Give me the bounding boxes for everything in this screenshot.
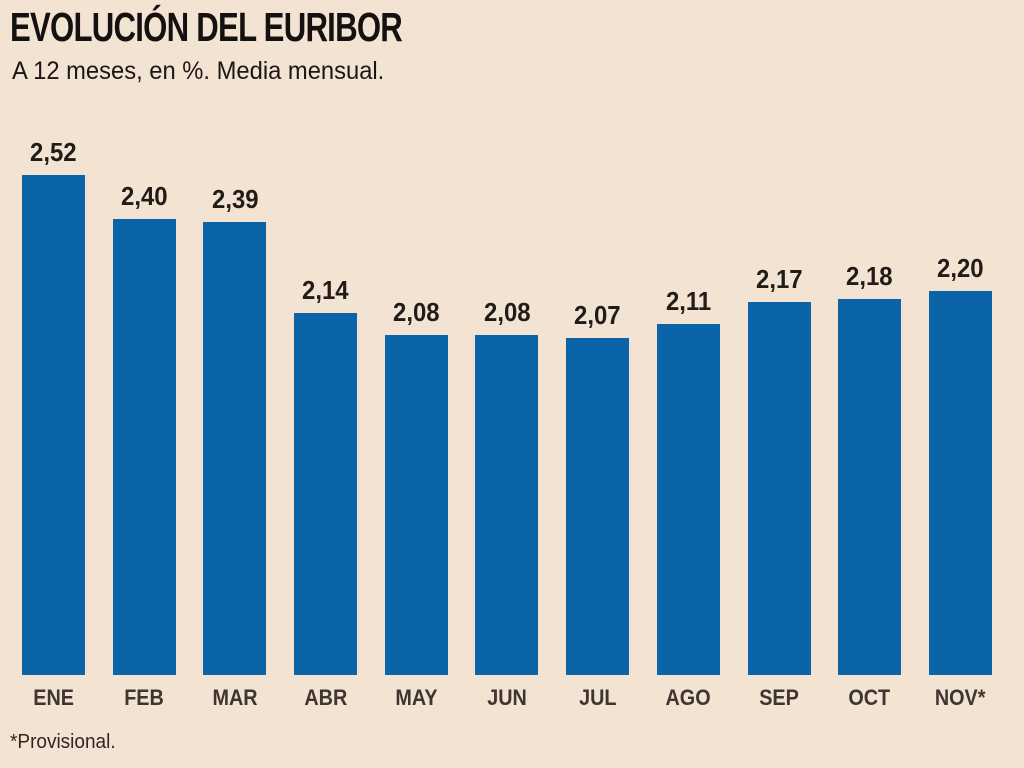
month-label: MAY: [395, 684, 438, 710]
bar-column: 2,08 JUN: [475, 135, 539, 720]
month-box: SEP: [748, 675, 811, 720]
bar-value-label: 2,40: [120, 181, 168, 211]
month-box: JUL: [566, 675, 629, 720]
month-box: JUN: [475, 675, 538, 720]
bar: [475, 335, 539, 675]
bar: [747, 302, 811, 675]
bar-column: 2,07 JUL: [566, 135, 630, 720]
month-label: NOV*: [935, 684, 986, 710]
bar-column: 2,52 ENE: [22, 135, 85, 720]
bar: [22, 175, 85, 675]
bar-value-label: 2,07: [574, 300, 621, 330]
bar-value-label: 2,52: [30, 137, 77, 167]
bar-value-label: 2,14: [302, 275, 349, 305]
bar: [838, 299, 902, 675]
month-label: OCT: [848, 684, 891, 710]
bar-value-label: 2,08: [392, 297, 440, 327]
month-label: MAR: [212, 684, 258, 710]
month-box: MAY: [385, 675, 448, 720]
bar: [384, 335, 448, 675]
month-box: OCT: [838, 675, 901, 720]
bar: [112, 219, 176, 675]
month-box: ENE: [22, 675, 85, 720]
page-title: EVOLUCIÓN DEL EURIBOR: [10, 4, 403, 50]
month-label: ENE: [33, 684, 74, 710]
bar-chart: 2,52 ENE 2,40 FEB 2,39 MAR 2,14 ABR 2,08 MAY 2,08 J…: [22, 135, 992, 720]
month-box: AGO: [657, 675, 720, 720]
month-box: ABR: [294, 675, 357, 720]
bar-column: 2,39 MAR: [203, 135, 267, 720]
bar: [928, 291, 992, 675]
bar-value-label: 2,08: [483, 297, 531, 327]
bar-column: 2,40 FEB: [112, 135, 176, 720]
month-box: NOV*: [929, 675, 992, 720]
bar: [566, 338, 630, 675]
month-label: JUN: [487, 684, 527, 710]
bar: [203, 222, 267, 675]
month-label: FEB: [124, 684, 164, 710]
month-label: AGO: [665, 684, 711, 710]
bar: [656, 324, 720, 675]
bar-column: 2,17 SEP: [747, 135, 811, 720]
month-label: SEP: [759, 684, 799, 710]
bar-value-label: 2,18: [846, 261, 893, 291]
footnote: *Provisional.: [10, 731, 116, 753]
month-box: FEB: [113, 675, 176, 720]
bar-column: 2,11 AGO: [656, 135, 720, 720]
month-label: ABR: [304, 684, 348, 710]
bar-column: 2,20 NOV*: [928, 135, 992, 720]
bar-value-label: 2,39: [211, 184, 259, 214]
bar-column: 2,08 MAY: [384, 135, 448, 720]
bar-column: 2,18 OCT: [838, 135, 902, 720]
month-label: JUL: [578, 684, 617, 710]
month-box: MAR: [203, 675, 266, 720]
bar-value-label: 2,17: [755, 264, 803, 294]
bar-column: 2,14 ABR: [294, 135, 358, 720]
chart-subtitle: A 12 meses, en %. Media mensual.: [12, 57, 385, 85]
bar: [294, 313, 358, 675]
bar-value-label: 2,20: [937, 253, 984, 283]
bar-value-label: 2,11: [665, 286, 711, 316]
